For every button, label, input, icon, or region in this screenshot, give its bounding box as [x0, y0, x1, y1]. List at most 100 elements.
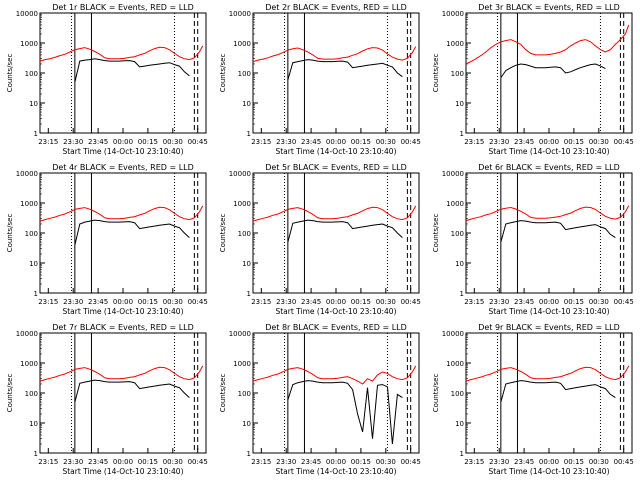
plot-frame: [465, 12, 633, 134]
y-tick-label: 100: [238, 230, 251, 238]
y-tick-label: 1: [247, 130, 251, 138]
y-tick-label: 10000: [229, 170, 251, 178]
x-tick-label: 00:30: [163, 138, 183, 146]
panel-det-6: Det 6r BLACK = Events, RED = LLD 1 10 100 10…: [432, 163, 634, 316]
y-axis-label: Counts/sec: [219, 214, 227, 253]
x-tick-label: 00:15: [351, 298, 371, 306]
x-tick-label: 23:45: [301, 458, 321, 466]
x-tick-label: 00:30: [163, 298, 183, 306]
events-series-line: [74, 379, 190, 403]
x-tick-label: 23:30: [489, 138, 509, 146]
y-tick-label: 10: [242, 420, 251, 428]
x-tick-label: 00:45: [188, 298, 208, 306]
x-axis-label: Start Time (14-Oct-10 23:10:40): [488, 147, 609, 156]
panel-det-7: Det 7r BLACK = Events, RED = LLD 1 10 100 10…: [6, 323, 208, 476]
x-tick-label: 00:15: [351, 458, 371, 466]
y-tick-label: 10: [455, 100, 464, 108]
y-tick-label: 10000: [442, 330, 464, 338]
y-tick-label: 100: [451, 390, 464, 398]
y-tick-label: 100: [238, 70, 251, 78]
plot-frame: [252, 172, 420, 294]
y-axis-label: Counts/sec: [219, 54, 227, 93]
y-tick-label: 10: [455, 420, 464, 428]
x-tick-label: 00:30: [589, 138, 609, 146]
x-tick-label: 23:30: [276, 458, 296, 466]
x-tick-label: 23:30: [63, 458, 83, 466]
events-series-line: [287, 380, 403, 445]
x-tick-label: 23:30: [489, 298, 509, 306]
y-tick-label: 10: [242, 100, 251, 108]
chart-title: Det 4r BLACK = Events, RED = LLD: [52, 163, 194, 172]
y-tick-label: 1000: [233, 200, 251, 208]
y-tick-label: 100: [238, 390, 251, 398]
y-tick-label: 1: [460, 130, 464, 138]
panel-det-9: Det 9r BLACK = Events, RED = LLD 1 10 100 10…: [432, 323, 634, 476]
x-tick-label: 00:00: [113, 458, 133, 466]
x-tick-label: 23:30: [63, 298, 83, 306]
y-tick-label: 1000: [233, 40, 251, 48]
x-tick-label: 00:45: [401, 298, 421, 306]
x-axis-label: Start Time (14-Oct-10 23:10:40): [62, 147, 183, 156]
chart-title: Det 2r BLACK = Events, RED = LLD: [265, 3, 407, 12]
x-tick-label: 00:00: [326, 298, 346, 306]
chart-title: Det 5r BLACK = Events, RED = LLD: [265, 163, 407, 172]
x-tick-label: 23:45: [514, 138, 534, 146]
lld-series-line: [39, 45, 204, 62]
y-tick-label: 1000: [233, 360, 251, 368]
chart-title: Det 8r BLACK = Events, RED = LLD: [265, 323, 407, 332]
x-tick-label: 23:30: [489, 458, 509, 466]
x-tick-label: 23:15: [251, 458, 271, 466]
x-tick-label: 00:45: [614, 298, 634, 306]
y-tick-label: 1: [460, 450, 464, 458]
x-tick-label: 00:15: [138, 298, 158, 306]
x-tick-label: 23:45: [88, 138, 108, 146]
y-tick-label: 1: [34, 450, 38, 458]
plot-frame: [39, 332, 207, 454]
y-tick-label: 1000: [446, 40, 464, 48]
panel-det-5: Det 5r BLACK = Events, RED = LLD 1 10 100 10…: [219, 163, 421, 316]
x-axis-label: Start Time (14-Oct-10 23:10:40): [62, 307, 183, 316]
x-tick-label: 00:45: [188, 458, 208, 466]
x-tick-label: 23:15: [251, 138, 271, 146]
x-tick-label: 00:45: [614, 138, 634, 146]
x-tick-label: 00:30: [376, 298, 396, 306]
events-series-line: [287, 219, 403, 243]
lld-series-line: [465, 365, 630, 382]
plot-frame: [252, 332, 420, 454]
x-tick-label: 00:30: [589, 458, 609, 466]
x-tick-label: 23:30: [63, 138, 83, 146]
x-tick-label: 00:00: [539, 138, 559, 146]
events-series-line: [500, 380, 616, 403]
x-tick-label: 00:15: [138, 138, 158, 146]
x-tick-label: 00:00: [326, 458, 346, 466]
y-tick-label: 100: [25, 390, 38, 398]
y-tick-label: 1000: [20, 360, 38, 368]
x-tick-label: 23:45: [88, 298, 108, 306]
y-tick-label: 1: [247, 290, 251, 298]
y-axis-label: Counts/sec: [432, 214, 440, 253]
events-series-line: [74, 58, 190, 83]
x-tick-label: 00:00: [113, 298, 133, 306]
y-tick-label: 10000: [229, 10, 251, 18]
y-tick-label: 10000: [229, 330, 251, 338]
y-axis-label: Counts/sec: [6, 54, 14, 93]
y-tick-label: 10: [29, 100, 38, 108]
lld-series-line: [465, 205, 630, 222]
x-tick-label: 23:15: [38, 298, 58, 306]
x-tick-label: 23:15: [464, 458, 484, 466]
panel-det-8: Det 8r BLACK = Events, RED = LLD 1 10 100 10…: [219, 323, 421, 476]
panel-det-2: Det 2r BLACK = Events, RED = LLD 1 10 100 10…: [219, 3, 421, 156]
x-tick-label: 00:15: [564, 298, 584, 306]
x-tick-label: 23:45: [301, 298, 321, 306]
y-tick-label: 1: [34, 130, 38, 138]
x-axis-label: Start Time (14-Oct-10 23:10:40): [275, 467, 396, 476]
x-tick-label: 00:30: [163, 458, 183, 466]
x-tick-label: 00:30: [376, 458, 396, 466]
chart-title: Det 1r BLACK = Events, RED = LLD: [52, 3, 194, 12]
x-tick-label: 00:15: [564, 458, 584, 466]
y-tick-label: 100: [451, 230, 464, 238]
x-tick-label: 23:15: [464, 138, 484, 146]
y-tick-label: 10000: [16, 330, 38, 338]
x-tick-label: 00:45: [188, 138, 208, 146]
